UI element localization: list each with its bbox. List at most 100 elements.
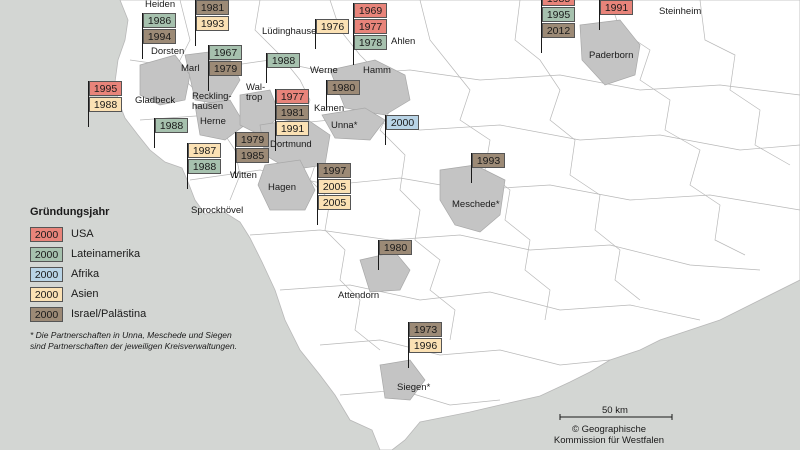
- flag-pole: [235, 132, 237, 178]
- flag-pole: [378, 240, 380, 270]
- place-luedinghausen: Lüdinghausen: [262, 26, 322, 37]
- flag-marl: 1981 1993: [195, 0, 229, 46]
- flag-ahlen: 1969 1977 1978: [353, 3, 387, 65]
- year-badge-werne-0: 1976: [316, 19, 349, 34]
- legend-item-israel-palaestina: 2000 Israel/Palästina: [30, 304, 146, 324]
- place-werne: Werne: [310, 65, 338, 76]
- place-kamen: Kamen: [314, 103, 345, 114]
- year-badge-unna-0: 2000: [386, 115, 419, 130]
- flag-kamen: 1977 1981 1991: [275, 89, 309, 151]
- place-marl: Marl: [181, 63, 200, 74]
- legend-swatch-afrika: 2000: [30, 266, 63, 282]
- year-badge-marl-0: 1981: [196, 0, 229, 15]
- scale-bar: [559, 414, 673, 420]
- place-siegen: Siegen*: [397, 382, 431, 393]
- place-witten: Witten: [230, 170, 257, 181]
- flag-pole: [326, 80, 328, 110]
- year-badge-attendorn-0: 1980: [379, 240, 412, 255]
- year-badge-hagen-1: 2005: [318, 179, 351, 194]
- flag-witten: 1979 1985: [235, 132, 269, 178]
- legend-swatch-usa: 2000: [30, 226, 63, 242]
- flag-sprockhoevel: 1987 1988: [187, 143, 221, 189]
- year-badge-siegen-0: 1973: [409, 322, 442, 337]
- flag-attendorn: 1980: [378, 240, 412, 270]
- place-hagen: Hagen: [268, 182, 296, 193]
- legend-label-israel-palaestina: Israel/Palästina: [71, 308, 147, 320]
- place-waltrop: Wal- trop: [246, 82, 266, 103]
- year-badge-kamen-1: 1981: [276, 105, 309, 120]
- flag-pole: [599, 0, 601, 30]
- place-sprockhoevel: Sprockhövel: [191, 205, 244, 216]
- year-badge-waltrop-0: 1988: [267, 53, 300, 68]
- legend-swatch-lateinamerika: 2000: [30, 246, 63, 262]
- place-unna: Unna*: [331, 120, 358, 131]
- flag-pole: [88, 81, 90, 127]
- partner-municipalities: [139, 19, 641, 401]
- year-badge-paderborn2-0: 1991: [600, 0, 633, 15]
- flag-siegen: 1973 1996: [408, 322, 442, 368]
- legend-item-afrika: 2000 Afrika: [30, 264, 146, 284]
- place-hamm: Hamm: [363, 65, 391, 76]
- flag-paderborn2: 1991: [599, 0, 633, 30]
- year-badge-meschede-0: 1993: [472, 153, 505, 168]
- flag-pole: [275, 89, 277, 151]
- flag-pole: [195, 0, 197, 46]
- legend-title: Gründungsjahr: [30, 206, 110, 218]
- year-badge-ahlen-2: 1978: [354, 35, 387, 50]
- flag-pole: [154, 118, 156, 148]
- flag-hamm: 1980: [326, 80, 360, 110]
- legend-item-usa: 2000 USA: [30, 224, 146, 244]
- place-dorsten: Dorsten: [151, 46, 185, 57]
- flag-pole: [408, 322, 410, 368]
- legend-swatch-israel-palaestina: 2000: [30, 306, 63, 322]
- place-paderborn: Paderborn: [589, 50, 634, 61]
- year-badge-marl2-1: 1979: [209, 61, 242, 76]
- year-badge-kamen-2: 1991: [276, 121, 309, 136]
- place-meschede: Meschede*: [452, 199, 500, 210]
- legend-label-lateinamerika: Lateinamerika: [71, 248, 141, 260]
- scale-label: 50 km: [602, 405, 628, 416]
- flag-pole: [385, 115, 387, 145]
- place-attendorn: Attendorn: [338, 290, 380, 301]
- year-badge-ahlen-1: 1977: [354, 19, 387, 34]
- flag-meschede: 1993: [471, 153, 505, 183]
- flag-pole: [353, 3, 355, 65]
- place-heiden: Heiden: [145, 0, 176, 10]
- year-badge-marl-1: 1993: [196, 16, 229, 31]
- flag-pole: [208, 45, 210, 91]
- year-badge-marl2-0: 1967: [209, 45, 242, 60]
- legend-swatch-asien: 2000: [30, 286, 63, 302]
- year-badge-paderborn-0: 1985: [542, 0, 575, 6]
- municipal-boundaries: [129, 0, 800, 406]
- year-badge-paderborn-1: 1995: [542, 7, 575, 22]
- flag-pole: [187, 143, 189, 189]
- legend-item-lateinamerika: 2000 Lateinamerika: [30, 244, 146, 264]
- flag-unna: 2000: [385, 115, 419, 145]
- flag-gladbeck: 1995 1988: [88, 81, 122, 127]
- flag-werne: 1976: [315, 19, 349, 49]
- year-badge-sprockhoevel-1: 1988: [188, 159, 221, 174]
- flag-pole: [541, 0, 543, 53]
- year-badge-heiden-0: 1986: [143, 13, 176, 28]
- year-badge-gladbeck-1: 1988: [89, 97, 122, 112]
- footnote: * Die Partnerschaften in Unna, Meschede …: [30, 330, 237, 351]
- year-badge-witten-1: 1985: [236, 148, 269, 163]
- year-badge-kamen-0: 1977: [276, 89, 309, 104]
- year-badge-witten-0: 1979: [236, 132, 269, 147]
- place-ahlen: Ahlen: [391, 36, 416, 47]
- flag-hagen: 1997 2005 2005: [317, 163, 351, 225]
- year-badge-herne-0: 1988: [155, 118, 188, 133]
- legend-label-afrika: Afrika: [71, 268, 100, 280]
- legend-item-asien: 2000 Asien: [30, 284, 146, 304]
- place-herne: Herne: [200, 116, 226, 127]
- year-badge-heiden-1: 1994: [143, 29, 176, 44]
- place-steinheim: Steinheim: [659, 6, 702, 17]
- legend: Gründungsjahr 2000 USA 2000 Lateinamerik…: [30, 206, 146, 324]
- flag-marl2: 1967 1979: [208, 45, 242, 91]
- flag-pole: [471, 153, 473, 183]
- map-credit: © Geographische Kommission für Westfalen: [553, 424, 665, 446]
- year-badge-hagen-2: 2005: [318, 195, 351, 210]
- flag-waltrop: 1988: [266, 53, 300, 83]
- year-badge-ahlen-0: 1969: [354, 3, 387, 18]
- place-recklinghausen: Reckling- hausen: [192, 91, 232, 112]
